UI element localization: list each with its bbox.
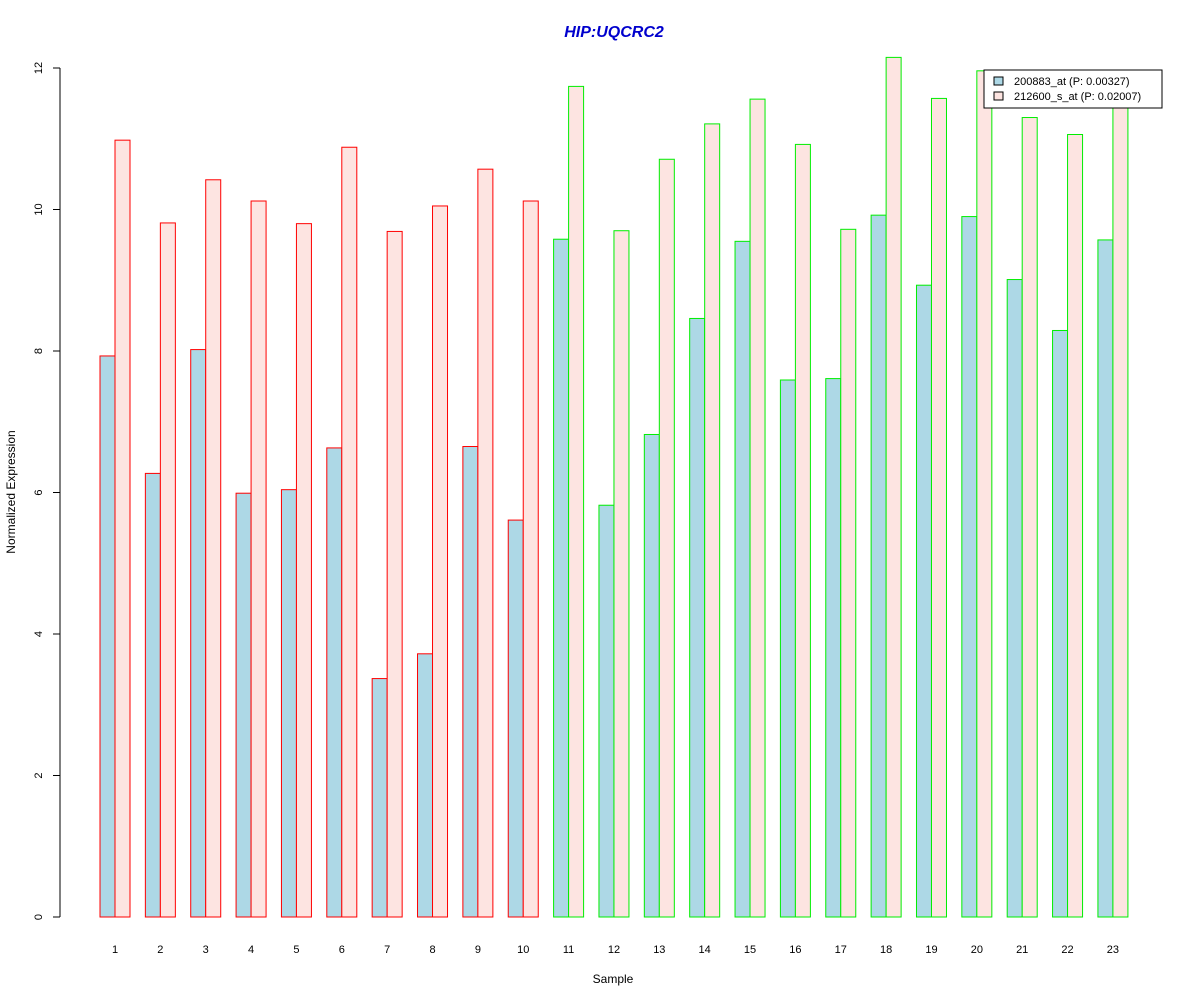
x-tick-label: 5 [293, 944, 299, 956]
x-tick-label: 21 [1016, 944, 1028, 956]
x-tick-label: 22 [1061, 944, 1073, 956]
bar-series-1 [1097, 239, 1114, 918]
x-tick-label: 2 [157, 944, 163, 956]
bar-series-1 [507, 519, 524, 918]
bar-series-1 [961, 216, 978, 918]
y-tick-label: 2 [33, 772, 45, 778]
bar-series-1 [326, 447, 343, 918]
bar-series-1 [99, 355, 116, 918]
bar-series-2 [885, 56, 902, 918]
bar-series-1 [1006, 279, 1023, 918]
bar-series-1 [598, 504, 615, 918]
y-tick-label: 12 [33, 62, 45, 74]
x-tick-label: 4 [248, 944, 254, 956]
x-tick-label: 11 [563, 944, 574, 956]
bar-series-2 [794, 143, 811, 918]
x-tick-label: 9 [475, 944, 481, 956]
y-tick-label: 6 [33, 489, 45, 495]
legend-box [983, 69, 1163, 109]
bar-series-2 [250, 200, 267, 918]
legend: 200883_at (P: 0.00327) 212600_s_at (P: 0.… [983, 69, 1163, 109]
bar-series-2 [658, 158, 675, 918]
y-tick-label: 4 [33, 631, 45, 637]
bar-series-2 [341, 146, 358, 918]
bar-series-1 [1052, 329, 1069, 918]
x-tick-label: 20 [971, 944, 983, 956]
x-axis-title: Sample [593, 972, 634, 986]
bar-series-1 [553, 238, 570, 918]
bar-series-1 [417, 653, 434, 918]
bar-series-1 [235, 492, 252, 918]
x-tick-label: 10 [517, 944, 529, 956]
legend-label: 212600_s_at (P: 0.02007) [1014, 91, 1141, 103]
x-tick-label: 19 [925, 944, 937, 956]
bar-series-2 [159, 222, 176, 918]
x-tick-label: 1 [112, 944, 118, 956]
bar-series-2 [432, 205, 449, 918]
bar-series-1 [190, 349, 207, 918]
x-tick-label: 7 [384, 944, 390, 956]
x-tick-labels: 1 2 3 4 5 6 7 8 9 10 11 12 13 14 15 16 17 18 19 20 21 22 23 [112, 944, 1119, 956]
x-tick-label: 17 [835, 944, 847, 956]
bar-series-2 [840, 228, 857, 918]
bar-series-2 [114, 139, 131, 918]
bar-series-1 [870, 214, 887, 918]
bar-series-1 [280, 489, 297, 918]
y-tick-label: 10 [33, 203, 45, 215]
legend-swatch [993, 91, 1004, 101]
x-tick-label: 6 [339, 944, 345, 956]
legend-label: 200883_at (P: 0.00327) [1014, 76, 1130, 88]
bar-series-2 [613, 230, 630, 918]
legend-swatch [993, 76, 1004, 86]
bar-series-1 [144, 472, 161, 918]
x-tick-label: 13 [653, 944, 665, 956]
x-tick-label: 15 [744, 944, 756, 956]
x-tick-label: 8 [429, 944, 435, 956]
x-tick-label: 23 [1107, 944, 1119, 956]
y-axis: 0 2 4 6 8 10 12 [33, 62, 61, 920]
bar-series-2 [522, 200, 539, 918]
bar-series-1 [779, 379, 796, 918]
y-tick-label: 8 [33, 348, 45, 354]
bar-series-2 [477, 168, 494, 918]
bar-series-1 [689, 317, 706, 918]
x-tick-label: 3 [203, 944, 209, 956]
y-axis-title: Normalized Expression [4, 430, 18, 553]
y-tick-label: 0 [33, 914, 45, 920]
bar-series-2 [930, 97, 947, 918]
bars-group [99, 56, 1129, 918]
bar-series-2 [568, 85, 585, 918]
bar-series-2 [386, 230, 403, 918]
x-tick-label: 12 [608, 944, 620, 956]
bar-series-1 [371, 678, 388, 918]
bar-series-2 [704, 123, 721, 918]
bar-series-2 [205, 179, 222, 918]
bar-series-2 [976, 70, 993, 918]
bar-series-1 [643, 433, 660, 918]
bar-series-1 [734, 240, 751, 918]
chart-title: HIP:UQCRC2 [564, 24, 664, 41]
x-tick-label: 14 [699, 944, 711, 956]
x-tick-label: 18 [880, 944, 892, 956]
bar-series-2 [295, 223, 312, 918]
bar-series-1 [825, 378, 842, 918]
bar-series-1 [915, 284, 932, 918]
bar-series-2 [1067, 134, 1084, 918]
bar-series-1 [462, 446, 479, 918]
bar-series-2 [1021, 117, 1038, 918]
bar-series-2 [749, 98, 766, 918]
bar-series-2 [1112, 101, 1129, 918]
x-tick-label: 16 [789, 944, 801, 956]
